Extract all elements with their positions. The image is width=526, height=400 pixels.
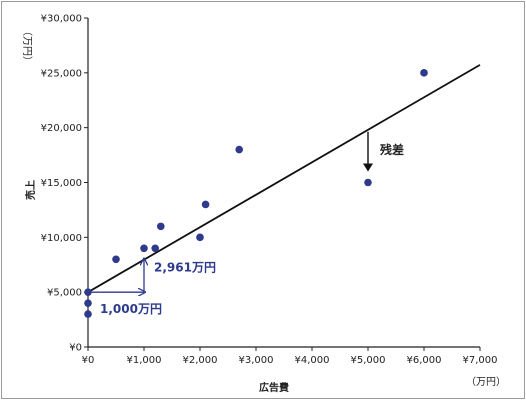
rise-label: 2,961万円: [154, 261, 216, 275]
x-tick-label: ¥7,000: [463, 355, 498, 366]
run-label: 1,000万円: [100, 302, 162, 316]
y-tick-label: ¥30,000: [41, 14, 82, 25]
x-tick-label: ¥3,000: [239, 355, 274, 366]
y-tick-label: ¥10,000: [41, 233, 82, 244]
data-point: [84, 310, 92, 318]
residual-label: 残差: [380, 142, 404, 157]
x-axis-label: 広告費: [259, 381, 289, 394]
y-axis-label: 売上: [24, 180, 37, 200]
y-unit-label: （万円）: [21, 26, 33, 66]
x-tick-label: ¥6,000: [407, 355, 442, 366]
data-point: [201, 200, 210, 209]
data-point: [140, 244, 148, 253]
x-tick-label: ¥0: [82, 355, 95, 366]
y-tick-label: ¥25,000: [41, 68, 82, 79]
regression-line: [87, 64, 481, 293]
x-tick-label: ¥5,000: [351, 355, 386, 366]
y-tick-label: ¥15,000: [41, 178, 82, 189]
data-point: [84, 299, 92, 307]
data-point: [364, 178, 372, 187]
y-tick-label: ¥0: [69, 343, 82, 354]
data-point: [235, 145, 243, 154]
y-tick-label: ¥5,000: [47, 288, 82, 299]
x-tick-label: ¥2,000: [183, 355, 218, 366]
data-point: [196, 233, 204, 242]
data-point: [112, 255, 120, 264]
data-point: [151, 244, 159, 253]
x-tick-label: ¥4,000: [295, 355, 330, 366]
data-point: [157, 222, 165, 231]
data-point: [420, 69, 428, 77]
x-tick-label: ¥1,000: [127, 355, 162, 366]
y-tick-label: ¥20,000: [41, 123, 82, 134]
x-unit-label: （万円）: [466, 376, 506, 388]
